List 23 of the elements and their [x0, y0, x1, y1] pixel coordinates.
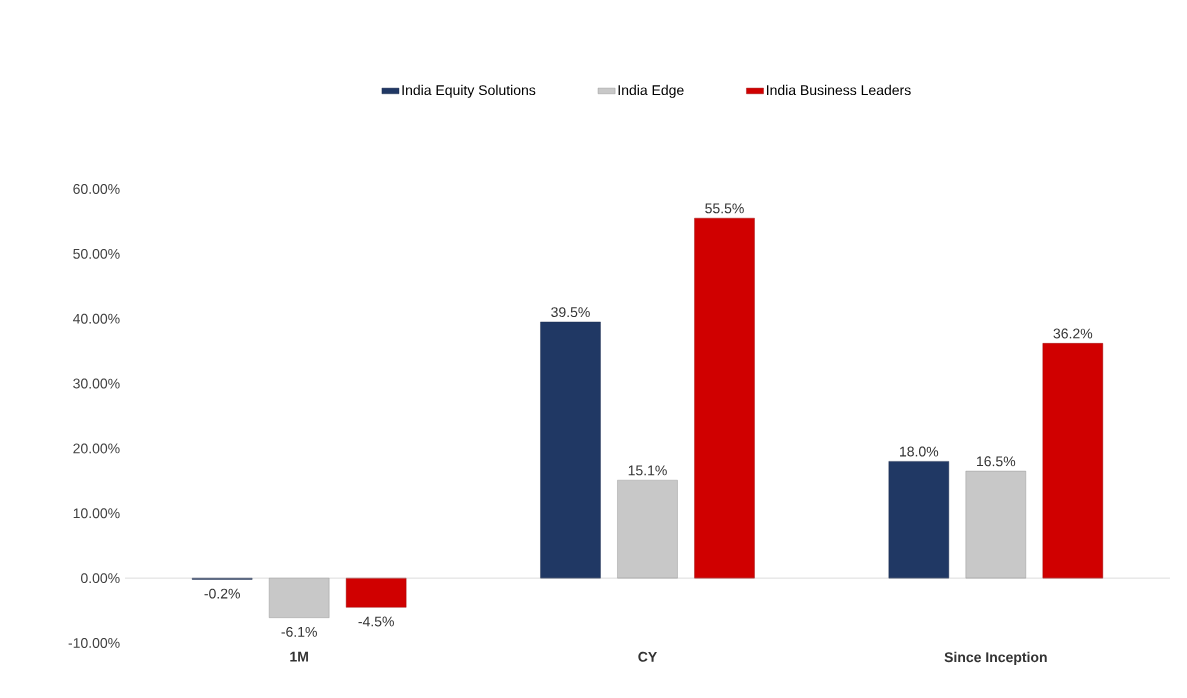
data-label: 15.1%	[628, 465, 667, 476]
data-label: -4.5%	[358, 616, 394, 627]
data-label: -6.1%	[281, 626, 317, 637]
y-tick-label: 40.00%	[72, 313, 120, 324]
y-tick-label: 20.00%	[73, 443, 120, 454]
legend-label: India Business Leaders	[767, 84, 911, 96]
data-label: 16.5%	[977, 456, 1016, 467]
data-label: 36.2%	[1053, 328, 1093, 339]
data-label: -0.2%	[204, 588, 240, 599]
x-tick-label: 1M	[290, 651, 308, 662]
y-tick-label: 0.00%	[80, 573, 120, 584]
x-tick-label: CY	[638, 651, 657, 662]
y-tick-label: -10.00%	[68, 638, 120, 648]
x-tick-label: Since Inception	[944, 651, 1047, 665]
y-tick-label: 50.00%	[73, 248, 120, 259]
data-label: 39.5%	[551, 307, 590, 318]
y-tick-label: 60.00%	[73, 184, 120, 194]
data-label: 18.0%	[900, 446, 939, 457]
y-tick-label: 30.00%	[73, 378, 120, 389]
y-tick-label: 10.00%	[73, 508, 120, 519]
legend-label: India Edge	[618, 84, 684, 98]
legend-label: India Equity Solutions	[402, 84, 536, 98]
data-label: 55.5%	[705, 203, 744, 214]
